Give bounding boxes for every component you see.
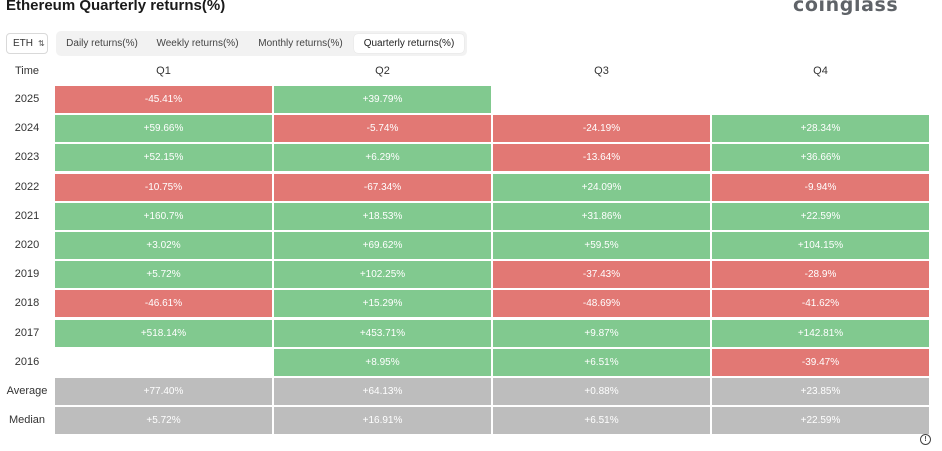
row-label-2019: 2019 — [14, 268, 40, 280]
heatmap-cell: +518.14% — [55, 320, 272, 347]
coin-select-value: ETH — [13, 38, 33, 49]
heatmap-cell: +18.53% — [274, 203, 491, 230]
info-icon[interactable]: ! — [920, 434, 931, 445]
heatmap-cell: +22.59% — [712, 407, 929, 434]
heatmap-cell: -46.61% — [55, 290, 272, 317]
page-title: Ethereum Quarterly returns(%) — [6, 0, 226, 14]
heatmap-cell: -10.75% — [55, 174, 272, 201]
heatmap-cell: +160.7% — [55, 203, 272, 230]
heatmap-cell: +142.81% — [712, 320, 929, 347]
heatmap-cell: +77.40% — [55, 378, 272, 405]
tab-monthly-returns[interactable]: Monthly returns(%) — [258, 38, 343, 49]
heatmap-cell: +28.34% — [712, 115, 929, 142]
row-label-2024: 2024 — [14, 122, 40, 134]
heatmap-cell: +59.66% — [55, 115, 272, 142]
heatmap-cell: +5.72% — [55, 261, 272, 288]
heatmap-cell: +3.02% — [55, 232, 272, 259]
heatmap-cell: -24.19% — [493, 115, 710, 142]
heatmap-cell: +102.25% — [274, 261, 491, 288]
heatmap-cell: -48.69% — [493, 290, 710, 317]
heatmap-cell: -5.74% — [274, 115, 491, 142]
heatmap-cell: +453.71% — [274, 320, 491, 347]
heatmap-cell: +15.29% — [274, 290, 491, 317]
time-column-header: Time — [14, 65, 40, 77]
row-label-average: Average — [6, 385, 48, 397]
heatmap-cell: +16.91% — [274, 407, 491, 434]
heatmap-cell: +23.85% — [712, 378, 929, 405]
heatmap-cell: -28.9% — [712, 261, 929, 288]
quarter-header-q4: Q4 — [813, 65, 828, 77]
heatmap-cell: +31.86% — [493, 203, 710, 230]
heatmap-cell: +6.51% — [493, 349, 710, 376]
row-label-2021: 2021 — [14, 210, 40, 222]
row-label-2017: 2017 — [14, 327, 40, 339]
tab-weekly-returns[interactable]: Weekly returns(%) — [156, 38, 239, 49]
heatmap-cell: +52.15% — [55, 144, 272, 171]
row-label-2020: 2020 — [14, 239, 40, 251]
quarter-header-q1: Q1 — [156, 65, 171, 77]
row-label-2023: 2023 — [14, 151, 40, 163]
heatmap-cell: +64.13% — [274, 378, 491, 405]
tab-quarterly-returns[interactable]: Quarterly returns(%) — [354, 34, 464, 53]
heatmap-cell: +8.95% — [274, 349, 491, 376]
heatmap-cell: +36.66% — [712, 144, 929, 171]
heatmap-cell: -13.64% — [493, 144, 710, 171]
heatmap-cell: +9.87% — [493, 320, 710, 347]
heatmap-cell: +104.15% — [712, 232, 929, 259]
heatmap-cell: -45.41% — [55, 86, 272, 113]
heatmap-cell: -37.43% — [493, 261, 710, 288]
heatmap-cell: -39.47% — [712, 349, 929, 376]
heatmap-cell: +6.29% — [274, 144, 491, 171]
row-label-2022: 2022 — [14, 181, 40, 193]
coinglass-logo: coinglass — [793, 0, 899, 16]
heatmap-cell: +59.5% — [493, 232, 710, 259]
quarter-header-q2: Q2 — [375, 65, 390, 77]
row-label-2016: 2016 — [14, 356, 40, 368]
heatmap-cell: -41.62% — [712, 290, 929, 317]
row-label-2018: 2018 — [14, 297, 40, 309]
row-label-2025: 2025 — [14, 93, 40, 105]
heatmap-cell: +24.09% — [493, 174, 710, 201]
heatmap-cell: -67.34% — [274, 174, 491, 201]
heatmap-cell: +5.72% — [55, 407, 272, 434]
chevron-updown-icon: ⇅ — [38, 38, 45, 48]
quarter-header-q3: Q3 — [594, 65, 609, 77]
heatmap-cell: -9.94% — [712, 174, 929, 201]
coin-select[interactable]: ETH ⇅ — [6, 33, 48, 54]
heatmap-cell: +69.62% — [274, 232, 491, 259]
row-label-median: Median — [8, 414, 46, 426]
heatmap-cell: +6.51% — [493, 407, 710, 434]
heatmap-cell: +39.79% — [274, 86, 491, 113]
heatmap-cell: +22.59% — [712, 203, 929, 230]
tab-daily-returns[interactable]: Daily returns(%) — [66, 38, 138, 49]
returns-period-tabs: Daily returns(%) Weekly returns(%) Month… — [56, 31, 467, 56]
heatmap-cell: +0.88% — [493, 378, 710, 405]
